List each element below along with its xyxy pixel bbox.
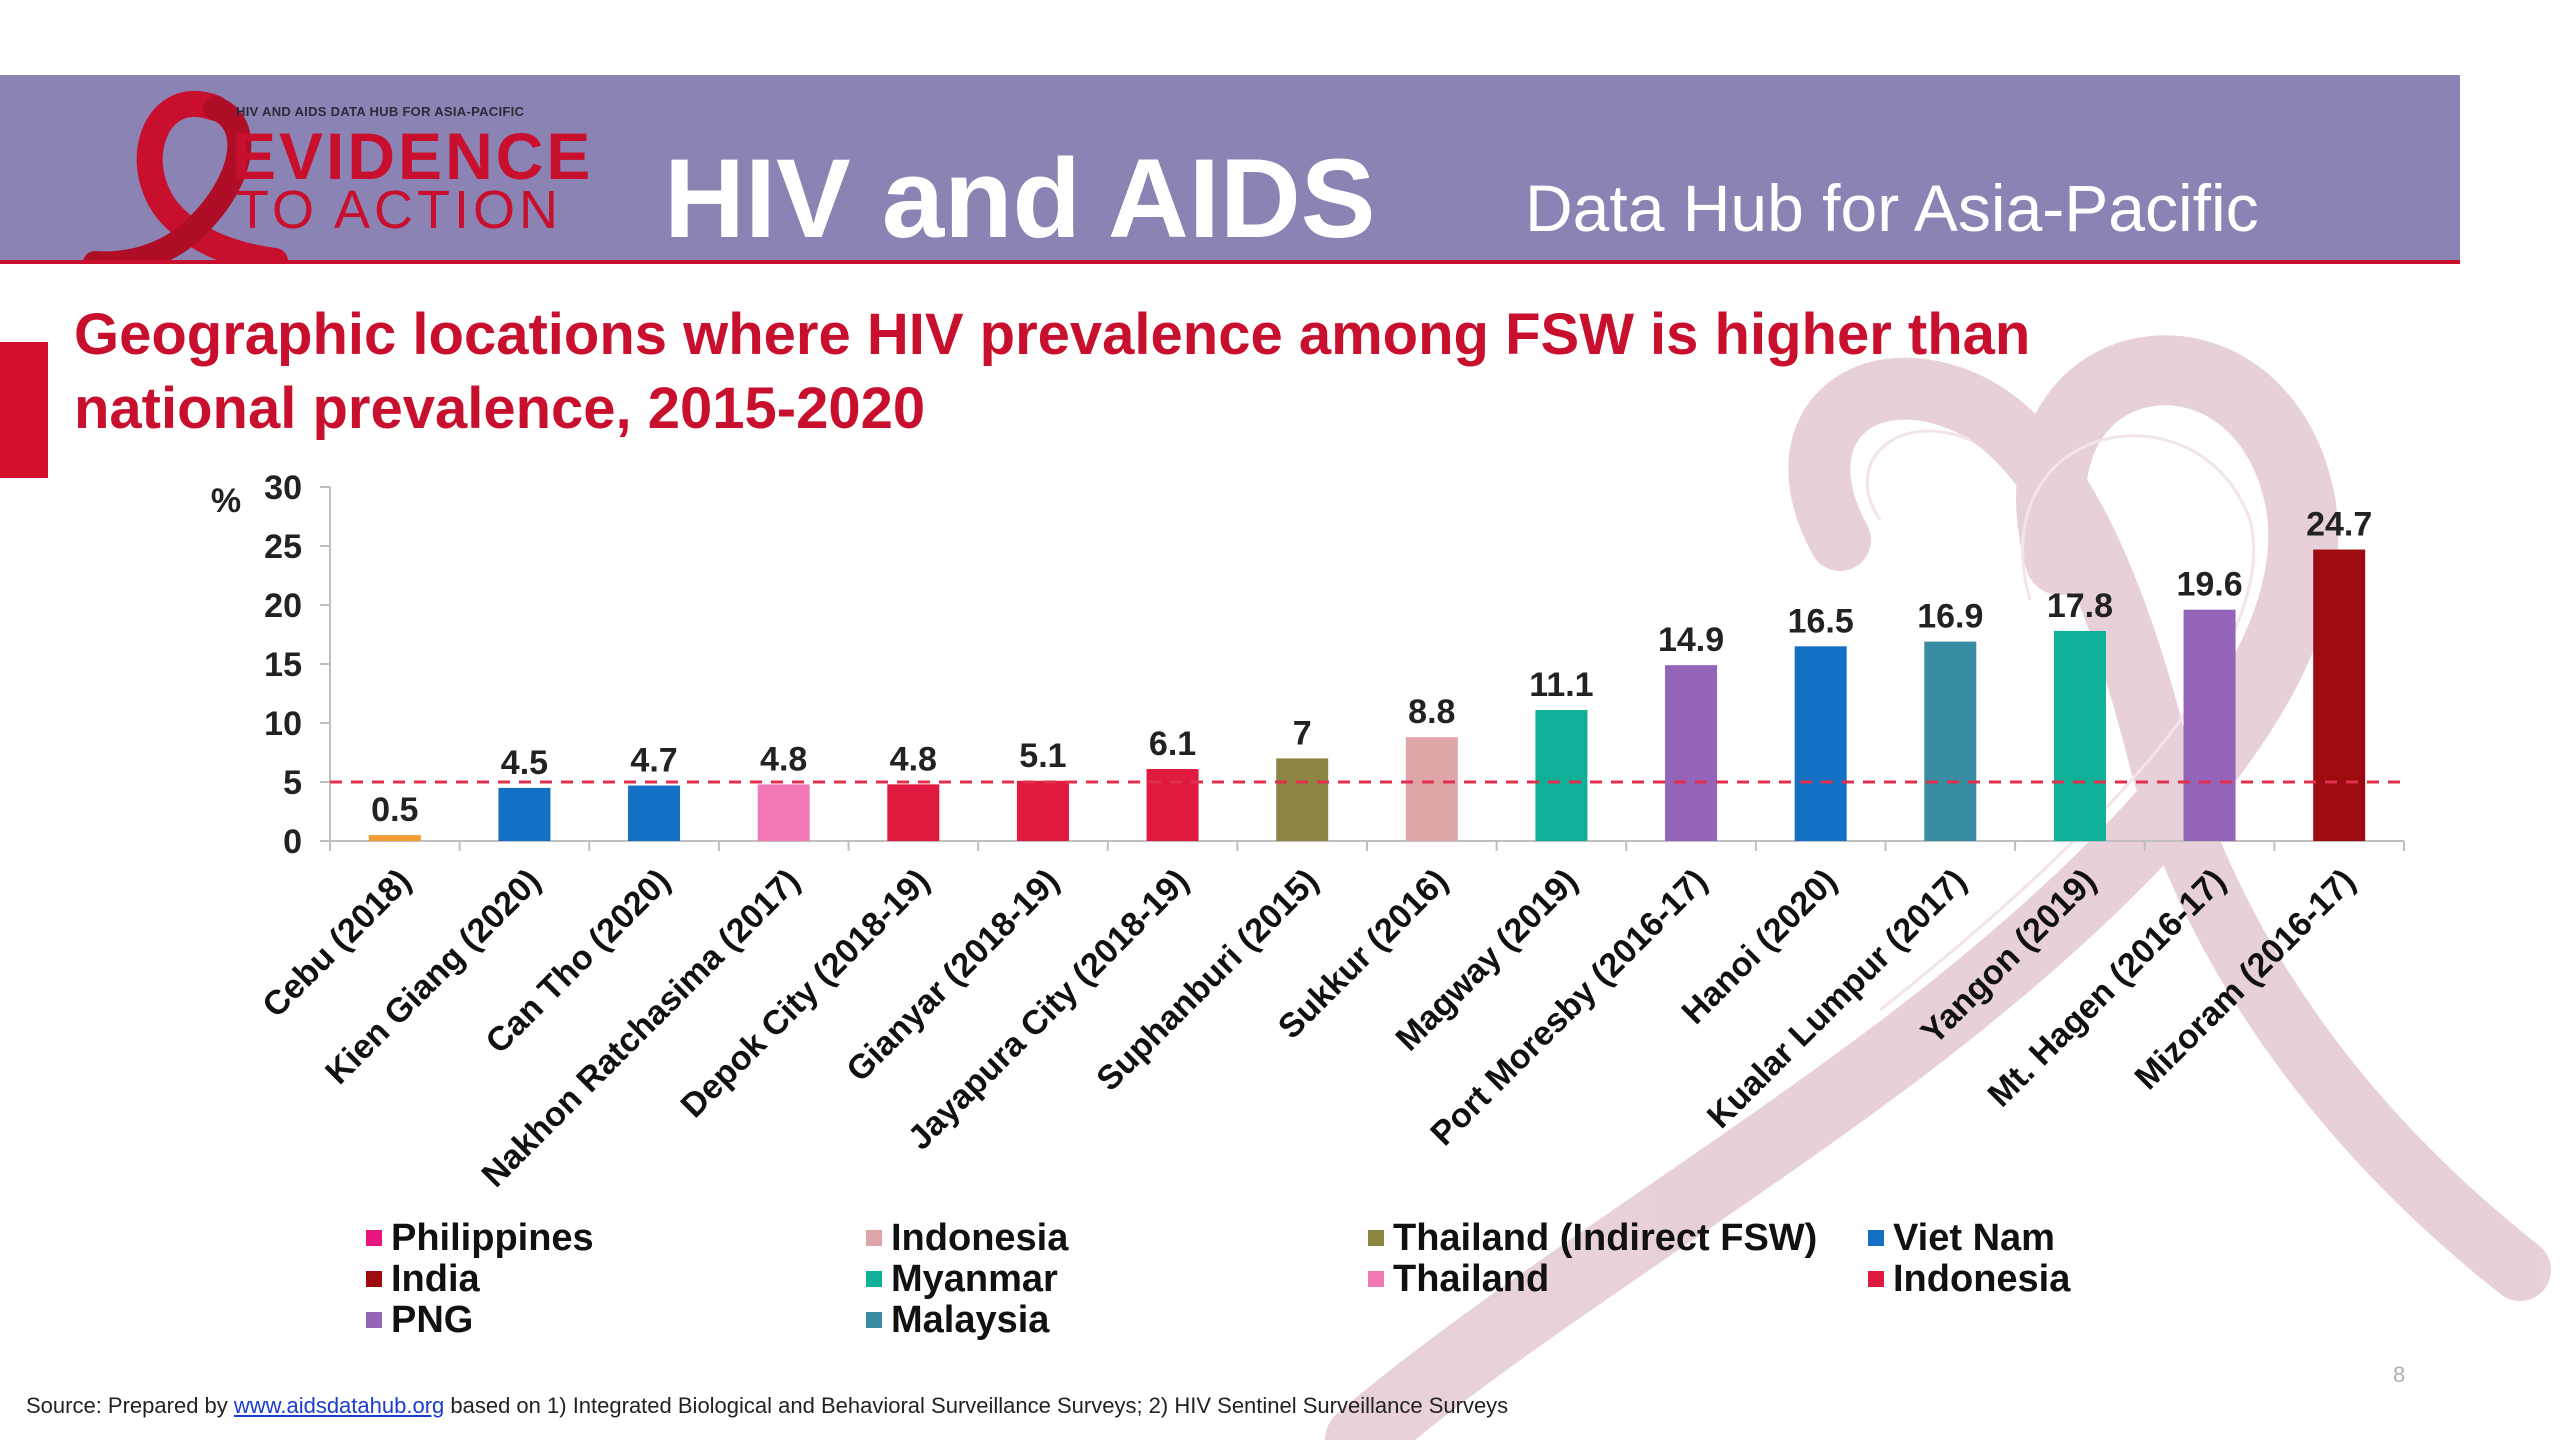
data-label: 14.9 <box>1658 621 1724 659</box>
legend-label: Myanmar <box>891 1258 1058 1300</box>
y-tick-label: 10 <box>264 705 302 743</box>
data-label: 17.8 <box>2047 587 2113 625</box>
legend-swatch <box>1868 1230 1884 1246</box>
bar <box>1535 710 1588 841</box>
legend-label: PNG <box>391 1299 474 1341</box>
legend-swatch <box>366 1271 382 1287</box>
legend-item: PNG <box>366 1300 473 1340</box>
data-label: 4.7 <box>630 742 677 780</box>
legend-label: Philippines <box>391 1217 594 1259</box>
legend-item: Thailand <box>1368 1259 1549 1299</box>
bar <box>628 785 681 841</box>
data-label: 4.5 <box>501 744 548 782</box>
legend-item: Indonesia <box>866 1218 1068 1258</box>
brand-evidence: EVIDENCE <box>232 119 594 193</box>
y-axis-label: % <box>211 482 241 520</box>
data-label: 8.8 <box>1408 693 1455 731</box>
data-label: 4.8 <box>890 740 937 778</box>
y-tick-label: 0 <box>283 823 302 861</box>
source-suffix: based on 1) Integrated Biological and Be… <box>444 1393 1509 1418</box>
slide-title: Geographic locations where HIV prevalenc… <box>74 302 2031 441</box>
legend-item: Viet Nam <box>1868 1218 2055 1258</box>
bar <box>2313 549 2366 841</box>
data-label: 4.8 <box>760 740 807 778</box>
legend-label: Thailand <box>1393 1258 1550 1300</box>
legend-swatch <box>1868 1271 1884 1287</box>
legend-label: Viet Nam <box>1893 1217 2055 1259</box>
data-label: 24.7 <box>2306 506 2372 544</box>
legend-swatch <box>366 1230 382 1246</box>
legend-swatch <box>866 1271 882 1287</box>
legend-swatch <box>1368 1271 1384 1287</box>
bar <box>1405 737 1458 841</box>
hub-tagline: HIV AND AIDS DATA HUB FOR ASIA-PACIFIC <box>236 104 525 119</box>
bar <box>1794 646 1847 841</box>
legend-item: Indonesia <box>1868 1259 2070 1299</box>
bar <box>368 835 421 841</box>
legend-swatch <box>366 1312 382 1328</box>
data-label: 6.1 <box>1149 725 1196 763</box>
brand-to-action: TO ACTION <box>236 180 563 240</box>
legend-label: Indonesia <box>1893 1258 2071 1300</box>
legend-label: Thailand (Indirect FSW) <box>1393 1217 1818 1259</box>
data-label: 16.9 <box>1917 598 1983 636</box>
red-ribbon-icon <box>83 90 288 260</box>
legend-item: Myanmar <box>866 1259 1058 1299</box>
bar <box>1276 758 1329 841</box>
bar <box>1016 780 1069 841</box>
legend-swatch <box>866 1230 882 1246</box>
bar <box>2183 609 2236 841</box>
y-tick-label: 25 <box>264 528 302 566</box>
legend-label: Malaysia <box>891 1299 1050 1341</box>
legend-swatch <box>1368 1230 1384 1246</box>
source-link[interactable]: www.aidsdatahub.org <box>233 1393 445 1418</box>
legend-label: Indonesia <box>891 1217 1069 1259</box>
data-label: 19.6 <box>2176 566 2242 604</box>
legend-label: India <box>391 1258 480 1300</box>
bar <box>1924 641 1977 841</box>
legend-item: Thailand (Indirect FSW) <box>1368 1218 1817 1258</box>
bar <box>2053 630 2106 841</box>
accent-bar <box>0 342 48 478</box>
page-number: 8 <box>2393 1362 2406 1387</box>
y-tick-label: 20 <box>264 587 302 625</box>
bar <box>1665 665 1718 841</box>
y-tick-label: 5 <box>283 764 302 802</box>
header-banner: HIV AND AIDS DATA HUB FOR ASIA-PACIFIC E… <box>0 75 2460 264</box>
legend-item: Malaysia <box>866 1300 1049 1340</box>
source-note: Source: Prepared by www.aidsdatahub.org … <box>26 1393 1508 1419</box>
data-label: 16.5 <box>1788 602 1854 640</box>
legend-item: Philippines <box>366 1218 594 1258</box>
bar <box>498 787 551 841</box>
y-tick-label: 15 <box>264 646 302 684</box>
header-subtitle: Data Hub for Asia-Pacific <box>1525 171 2259 245</box>
y-tick-label: 30 <box>264 469 302 507</box>
legend-swatch <box>866 1312 882 1328</box>
source-prefix: Source: Prepared by <box>26 1393 234 1418</box>
data-label: 0.5 <box>371 791 418 829</box>
header-title: HIV and AIDS <box>664 136 1376 261</box>
bar <box>887 784 940 841</box>
data-label: 7 <box>1293 714 1312 752</box>
data-label: 11.1 <box>1529 666 1593 704</box>
legend-item: India <box>366 1259 480 1299</box>
bar <box>757 784 810 841</box>
data-label: 5.1 <box>1019 737 1066 775</box>
